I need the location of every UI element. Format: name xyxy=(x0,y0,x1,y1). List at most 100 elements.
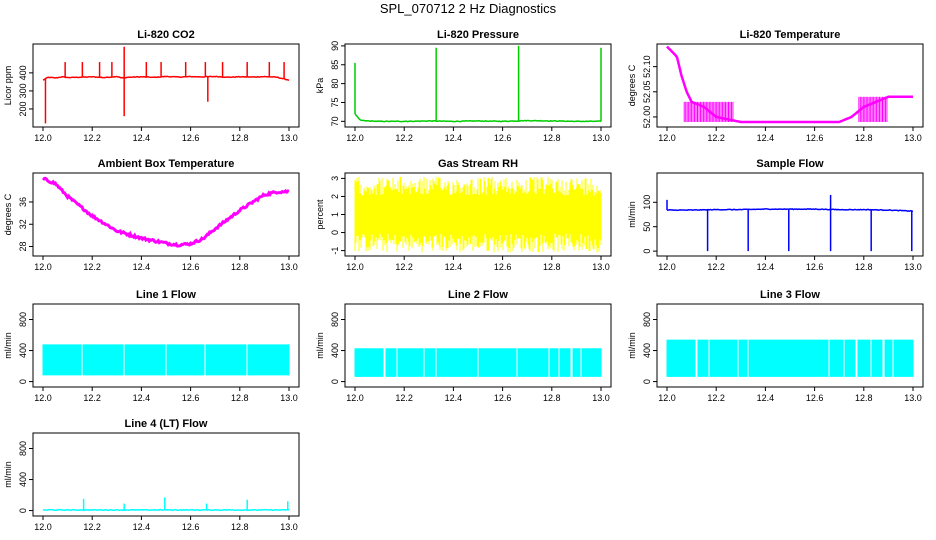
y-tick-label: 52.05 xyxy=(642,81,652,104)
x-tick-label: 12.6 xyxy=(182,522,200,532)
x-tick-label: 12.4 xyxy=(133,262,151,272)
y-axis-label: ml/min xyxy=(315,332,325,359)
x-tick-label: 12.0 xyxy=(346,133,364,143)
x-tick-label: 12.0 xyxy=(34,262,52,272)
y-tick-label: 400 xyxy=(18,65,28,80)
panel-5: Gas Stream RH 12.0 12.2 12.4 12.6 12.8 13.0 -1 0… xyxy=(315,158,612,272)
y-tick-label: 50 xyxy=(642,222,652,232)
panel-title: Ambient Box Temperature xyxy=(98,158,235,170)
y-tick-label: 28 xyxy=(18,242,28,252)
y-tick-label: 36 xyxy=(18,197,28,207)
panel-10: Line 4 (LT) Flow 12.0 12.2 12.4 12.6 12.8 13.0… xyxy=(3,418,300,532)
y-tick-label: 800 xyxy=(18,441,28,456)
x-tick-label: 12.6 xyxy=(494,262,512,272)
x-tick-label: 12.8 xyxy=(543,393,561,403)
x-tick-label: 12.6 xyxy=(494,133,512,143)
y-tick-label: 0 xyxy=(18,379,28,384)
y-tick-label: 300 xyxy=(18,83,28,98)
x-tick-label: 13.0 xyxy=(280,262,298,272)
x-tick-label: 12.2 xyxy=(707,262,725,272)
panel-6: Sample Flow 12.0 12.2 12.4 12.6 12.8 13.0 0 50 10… xyxy=(627,158,924,272)
x-tick-label: 12.2 xyxy=(395,393,413,403)
panel-title: Li-820 Pressure xyxy=(437,29,519,41)
y-axis-label: kPa xyxy=(315,78,325,94)
x-tick-label: 13.0 xyxy=(280,393,298,403)
y-tick-label: 400 xyxy=(18,472,28,487)
x-tick-label: 13.0 xyxy=(592,393,610,403)
y-tick-label: 400 xyxy=(642,343,652,358)
panel-7: Line 1 Flow 12.0 12.2 12.4 12.6 12.8 13.0 0 400 8… xyxy=(3,289,300,403)
y-tick-label: 32 xyxy=(18,219,28,229)
x-tick-label: 12.8 xyxy=(855,133,873,143)
plot-frame xyxy=(32,303,300,388)
x-tick-label: 13.0 xyxy=(592,133,610,143)
y-axis-label: ml/min xyxy=(3,461,13,488)
x-tick-label: 12.6 xyxy=(806,133,824,143)
y-tick-label: 0 xyxy=(642,249,652,254)
x-tick-label: 12.6 xyxy=(806,393,824,403)
x-tick-label: 12.0 xyxy=(34,393,52,403)
x-tick-label: 12.4 xyxy=(757,133,775,143)
x-tick-label: 12.4 xyxy=(445,133,463,143)
x-tick-label: 12.0 xyxy=(658,133,676,143)
y-tick-label: 2 xyxy=(330,194,340,199)
y-tick-label: 75 xyxy=(330,97,340,107)
panel-2: Li-820 Pressure 12.0 12.2 12.4 12.6 12.8 13.0 7… xyxy=(315,29,612,143)
y-tick-label: 200 xyxy=(18,101,28,116)
x-tick-label: 12.0 xyxy=(346,393,364,403)
x-tick-label: 13.0 xyxy=(904,262,922,272)
x-tick-label: 12.2 xyxy=(707,133,725,143)
x-tick-label: 13.0 xyxy=(904,133,922,143)
x-tick-label: 12.6 xyxy=(182,262,200,272)
x-tick-label: 13.0 xyxy=(280,133,298,143)
panel-title: Li-820 Temperature xyxy=(740,29,841,41)
x-tick-label: 12.4 xyxy=(757,393,775,403)
x-tick-label: 12.4 xyxy=(757,262,775,272)
panel-title: Gas Stream RH xyxy=(438,158,518,170)
y-axis-label: Licor ppm xyxy=(3,66,13,106)
plot-frame xyxy=(656,172,924,257)
x-tick-label: 12.4 xyxy=(133,133,151,143)
series-line xyxy=(42,508,290,512)
x-tick-label: 12.4 xyxy=(133,522,151,532)
y-tick-label: 0 xyxy=(18,508,28,513)
y-tick-label: 52.00 xyxy=(642,106,652,129)
y-tick-label: 85 xyxy=(330,60,340,70)
x-tick-label: 12.4 xyxy=(133,393,151,403)
x-tick-label: 12.0 xyxy=(34,133,52,143)
y-tick-label: 0 xyxy=(642,379,652,384)
y-tick-label: -1 xyxy=(330,247,340,255)
x-tick-label: 13.0 xyxy=(904,393,922,403)
panel-title: Li-820 CO2 xyxy=(137,29,194,41)
x-tick-label: 12.2 xyxy=(83,133,101,143)
y-axis-label: ml/min xyxy=(627,332,637,359)
x-tick-label: 12.6 xyxy=(182,393,200,403)
y-tick-label: 90 xyxy=(330,41,340,51)
panel-title: Line 4 (LT) Flow xyxy=(125,418,208,430)
y-tick-label: 52.10 xyxy=(642,55,652,78)
x-tick-label: 12.8 xyxy=(855,393,873,403)
plot-frame xyxy=(32,172,300,257)
x-tick-label: 12.2 xyxy=(707,393,725,403)
x-tick-label: 13.0 xyxy=(592,262,610,272)
y-tick-label: 3 xyxy=(330,176,340,181)
x-tick-label: 12.0 xyxy=(658,393,676,403)
x-tick-label: 12.0 xyxy=(346,262,364,272)
x-tick-label: 12.8 xyxy=(543,133,561,143)
plot-frame xyxy=(344,303,612,388)
plot-frame xyxy=(32,43,300,128)
series-line xyxy=(42,75,290,82)
x-tick-label: 12.0 xyxy=(34,522,52,532)
x-tick-label: 12.6 xyxy=(494,393,512,403)
panel-title: Line 3 Flow xyxy=(760,289,820,301)
panel-title: Line 1 Flow xyxy=(136,289,196,301)
y-axis-label: degrees C xyxy=(627,64,637,106)
y-tick-label: 70 xyxy=(330,116,340,126)
y-tick-label: 400 xyxy=(330,343,340,358)
y-axis-label: degrees C xyxy=(3,193,13,235)
y-tick-label: 0 xyxy=(330,379,340,384)
panel-3: Li-820 Temperature 12.0 12.2 12.4 12.6 12.8 13… xyxy=(627,29,924,143)
x-tick-label: 12.8 xyxy=(231,262,249,272)
